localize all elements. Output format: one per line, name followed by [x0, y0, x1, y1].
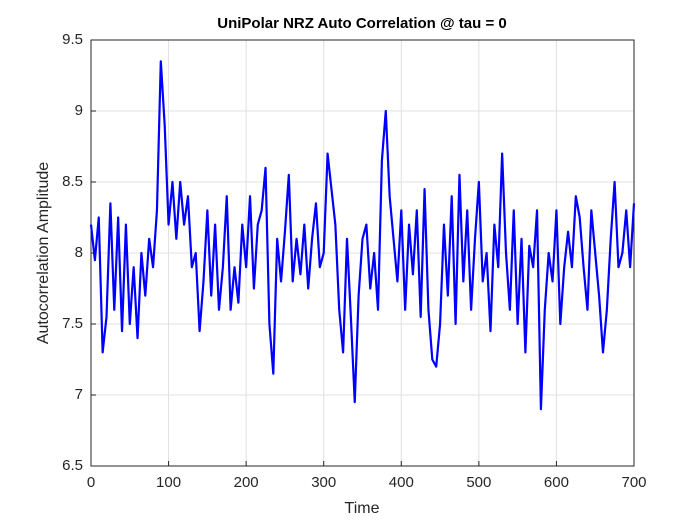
- x-tick-label: 0: [87, 474, 95, 491]
- y-tick-label: 9: [75, 102, 83, 119]
- x-tick-label: 600: [544, 474, 569, 491]
- x-tick-label: 500: [466, 474, 491, 491]
- x-tick-label: 100: [156, 474, 181, 491]
- y-tick-label: 7.5: [62, 315, 83, 332]
- y-tick-label: 8: [75, 244, 83, 261]
- x-tick-label: 300: [311, 474, 336, 491]
- y-tick-label: 6.5: [62, 457, 83, 474]
- x-tick-label: 200: [234, 474, 259, 491]
- y-tick-label: 7: [75, 386, 83, 403]
- y-axis-label: Autocorrelation Amplitude: [35, 162, 52, 344]
- plot-frame: [90, 39, 635, 467]
- x-tick-label: 400: [389, 474, 414, 491]
- y-tick-label: 9.5: [62, 31, 83, 48]
- data-line: [89, 60, 636, 411]
- x-tick-label: 700: [621, 474, 646, 491]
- chart-title: UniPolar NRZ Auto Correlation @ tau = 0: [217, 15, 507, 32]
- x-axis-label: Time: [345, 500, 380, 517]
- y-tick-label: 8.5: [62, 173, 83, 190]
